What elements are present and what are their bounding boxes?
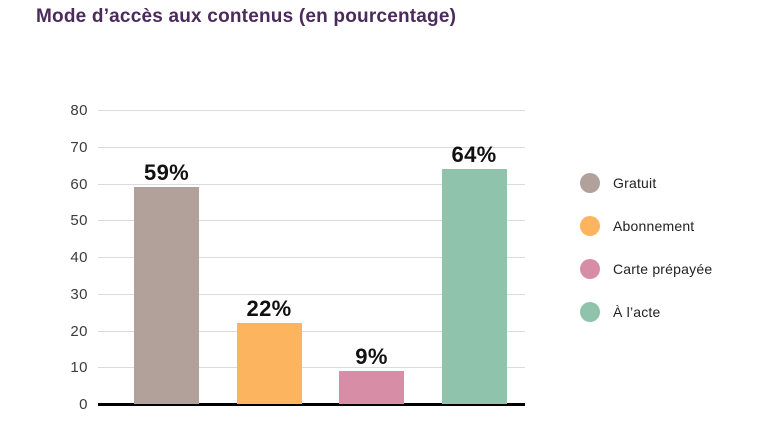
bar-À l’acte — [441, 168, 507, 404]
legend-swatch-icon — [580, 173, 600, 193]
y-tick-label-60: 60 — [70, 175, 88, 193]
gridline-70 — [98, 146, 525, 148]
gridline-50 — [98, 220, 525, 222]
bar-value-label-Abonnement: 22% — [246, 296, 292, 322]
chart-legend: Gratuit Abonnement Carte prépayée À l’acte — [580, 173, 712, 322]
plot-area: 59% 22% 9% 64% — [98, 110, 525, 406]
legend-item-1: Abonnement — [580, 216, 712, 236]
bar-Carte prépayée — [339, 370, 404, 404]
y-tick-label-10: 10 — [70, 359, 88, 377]
x-axis-line — [98, 403, 525, 406]
legend-swatch-icon — [580, 216, 600, 236]
y-tick-label-40: 40 — [70, 249, 88, 266]
bar-value-label-À l’acte: 64% — [451, 141, 497, 167]
legend-swatch-icon — [580, 259, 600, 279]
bar-Abonnement — [236, 323, 302, 404]
gridline-20 — [98, 330, 525, 332]
legend-item-2: Carte prépayée — [580, 259, 712, 279]
legend-label: À l’acte — [613, 304, 661, 320]
y-tick-label-20: 20 — [70, 322, 88, 340]
y-tick-label-0: 0 — [79, 396, 88, 413]
legend-item-0: Gratuit — [580, 173, 712, 193]
y-tick-label-30: 30 — [70, 285, 88, 303]
legend-label: Abonnement — [613, 218, 695, 234]
gridline-30 — [98, 293, 525, 295]
gridline-60 — [98, 183, 525, 185]
bar-value-label-Gratuit: 59% — [144, 160, 189, 186]
chart-title: Mode d’accès aux contenus (en pourcentag… — [36, 6, 457, 27]
legend-label: Carte prépayée — [613, 261, 713, 277]
gridline-80 — [98, 110, 525, 111]
gridline-10 — [98, 367, 525, 369]
bar-value-label-Carte prépayée: 9% — [355, 343, 388, 369]
y-tick-label-80: 80 — [70, 102, 88, 119]
legend-swatch-icon — [580, 302, 600, 322]
y-tick-label-70: 70 — [70, 138, 88, 156]
gridline-40 — [98, 257, 525, 258]
bar-Gratuit — [134, 187, 199, 404]
legend-item-3: À l’acte — [580, 302, 712, 322]
legend-label: Gratuit — [613, 175, 657, 191]
y-tick-label-50: 50 — [70, 212, 88, 230]
